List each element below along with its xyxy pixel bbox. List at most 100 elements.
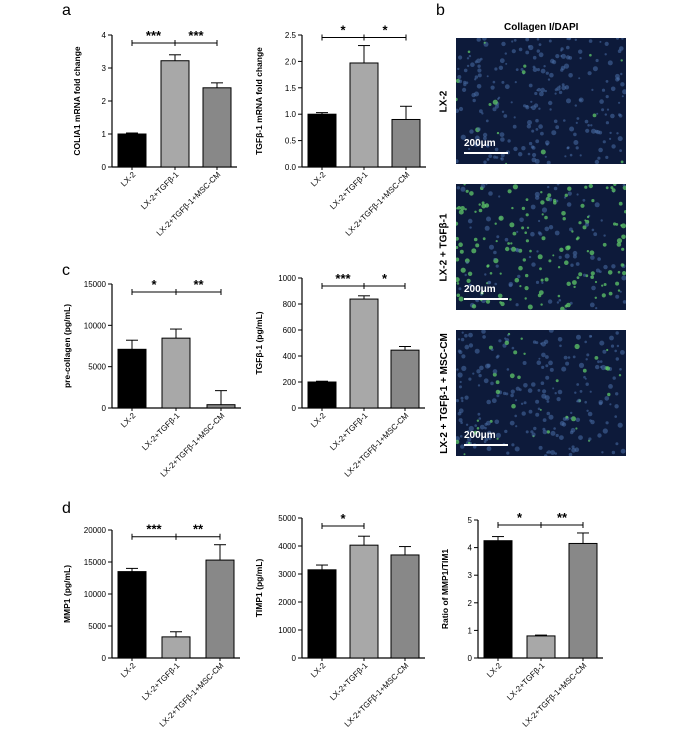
bar bbox=[526, 635, 556, 659]
y-tick-label: 1 bbox=[468, 626, 473, 635]
bar bbox=[205, 559, 235, 659]
significance-stars: *** bbox=[146, 522, 162, 537]
panel-letter-b: b bbox=[436, 2, 445, 19]
bar bbox=[349, 544, 379, 659]
significance-stars: ** bbox=[557, 510, 568, 525]
bar bbox=[349, 62, 379, 168]
y-tick-label: 5000 bbox=[278, 514, 296, 523]
bar bbox=[390, 554, 420, 659]
significance-stars: * bbox=[340, 23, 346, 38]
significance-stars: * bbox=[517, 510, 523, 525]
y-tick-label: 10000 bbox=[84, 590, 107, 599]
y-axis-label: MMP1 (pg/mL) bbox=[62, 565, 72, 623]
y-axis-label: TGFβ-1 (pg/mL) bbox=[254, 311, 264, 374]
scale-bar bbox=[464, 298, 508, 300]
bar bbox=[390, 349, 420, 409]
bar bbox=[117, 348, 147, 409]
y-tick-label: 5000 bbox=[88, 363, 106, 372]
y-tick-label: 1000 bbox=[278, 626, 296, 635]
panel-letter-c: c bbox=[62, 262, 70, 279]
y-tick-label: 0 bbox=[292, 404, 297, 413]
significance-stars: * bbox=[340, 511, 346, 526]
bar bbox=[568, 542, 598, 659]
y-tick-label: 2 bbox=[468, 599, 473, 608]
cell-texture bbox=[456, 184, 626, 310]
y-tick-label: 3000 bbox=[278, 570, 296, 579]
y-tick-label: 0 bbox=[292, 654, 297, 663]
y-axis-label: TGFβ-1 mRNA fold change bbox=[254, 47, 264, 155]
cell-texture bbox=[456, 38, 626, 164]
significance-stars: * bbox=[382, 271, 388, 286]
y-tick-label: 2.5 bbox=[285, 31, 297, 40]
y-tick-label: 2 bbox=[102, 97, 107, 106]
x-tick-label: LX-2+TGFβ-1 bbox=[140, 661, 182, 703]
y-tick-label: 0 bbox=[102, 163, 107, 172]
bar bbox=[307, 113, 337, 168]
panel-letter-d: d bbox=[62, 500, 71, 517]
x-tick-label: LX-2+TGFβ-1 bbox=[505, 661, 547, 703]
significance-stars: * bbox=[382, 23, 388, 38]
y-tick-label: 2.0 bbox=[285, 57, 297, 66]
bar bbox=[117, 571, 147, 659]
y-tick-label: 15000 bbox=[84, 280, 107, 289]
significance-stars: ** bbox=[193, 522, 204, 537]
x-tick-label: LX-2 bbox=[485, 661, 504, 680]
y-axis-label: COLIA1 mRNA fold change bbox=[72, 46, 82, 156]
y-tick-label: 0 bbox=[468, 654, 473, 663]
scale-bar-label: 200μm bbox=[464, 138, 496, 149]
x-tick-label: LX-2 bbox=[119, 411, 138, 430]
significance-stars: *** bbox=[335, 271, 351, 286]
panel-letter-a: a bbox=[62, 2, 71, 19]
cell-texture bbox=[456, 330, 626, 456]
y-tick-label: 200 bbox=[283, 378, 297, 387]
y-tick-label: 4000 bbox=[278, 542, 296, 551]
y-tick-label: 4 bbox=[468, 544, 473, 553]
x-tick-label: LX-2+TGFβ-1 bbox=[140, 411, 182, 453]
y-tick-label: 0.0 bbox=[285, 163, 297, 172]
bar bbox=[161, 636, 191, 659]
microscopy-image: 200μm bbox=[456, 38, 626, 164]
scale-bar bbox=[464, 152, 508, 154]
bar bbox=[307, 381, 337, 409]
bar bbox=[307, 569, 337, 659]
significance-stars: * bbox=[151, 277, 157, 292]
x-tick-label: LX-2 bbox=[309, 411, 328, 430]
y-tick-label: 15000 bbox=[84, 558, 107, 567]
y-tick-label: 3 bbox=[468, 571, 473, 580]
bar bbox=[160, 60, 190, 168]
scale-bar-label: 200μm bbox=[464, 284, 496, 295]
microscopy-image: 200μm bbox=[456, 330, 626, 456]
y-tick-label: 1.5 bbox=[285, 84, 297, 93]
bar bbox=[483, 540, 513, 659]
y-tick-label: 600 bbox=[283, 326, 297, 335]
y-tick-label: 3 bbox=[102, 64, 107, 73]
scale-bar-label: 200μm bbox=[464, 430, 496, 441]
y-axis-label: TIMP1 (pg/mL) bbox=[254, 559, 264, 618]
bar bbox=[391, 118, 421, 168]
x-tick-label: LX-2+TGFβ-1 bbox=[328, 661, 370, 703]
microscopy-title: Collagen I/DAPI bbox=[504, 22, 579, 33]
bar bbox=[161, 337, 191, 409]
significance-stars: *** bbox=[188, 28, 204, 43]
y-tick-label: 10000 bbox=[84, 321, 107, 330]
x-tick-label: LX-2 bbox=[119, 661, 138, 680]
y-tick-label: 5000 bbox=[88, 622, 106, 631]
x-tick-label: LX-2+TGFβ-1 bbox=[328, 411, 370, 453]
significance-stars: *** bbox=[146, 28, 162, 43]
y-tick-label: 4 bbox=[102, 31, 107, 40]
y-tick-label: 2000 bbox=[278, 598, 296, 607]
y-tick-label: 0 bbox=[102, 654, 107, 663]
bar bbox=[206, 404, 236, 409]
y-tick-label: 0 bbox=[102, 404, 107, 413]
y-tick-label: 0.5 bbox=[285, 137, 297, 146]
bar bbox=[349, 298, 379, 409]
x-tick-label: LX-2+TGFβ-1 bbox=[328, 170, 370, 212]
significance-stars: ** bbox=[193, 277, 204, 292]
x-tick-label: LX-2+TGFβ-1 bbox=[139, 170, 181, 212]
y-tick-label: 1 bbox=[102, 130, 107, 139]
x-tick-label: LX-2 bbox=[119, 170, 138, 189]
y-tick-label: 400 bbox=[283, 352, 297, 361]
bar bbox=[117, 133, 147, 168]
